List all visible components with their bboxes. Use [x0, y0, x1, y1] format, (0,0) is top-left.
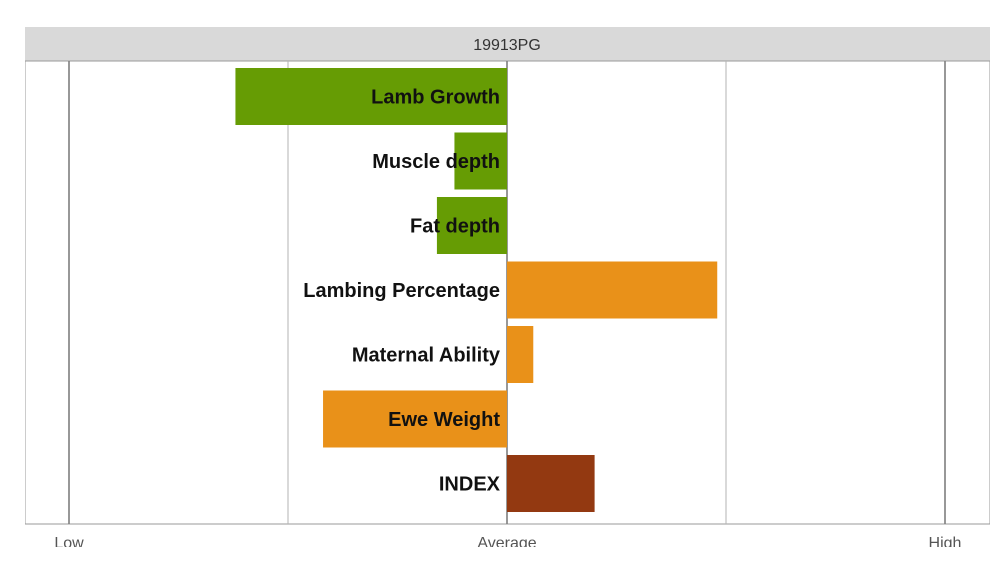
chart-title-strip: [25, 27, 990, 61]
x-tick-label-average: Average: [477, 535, 536, 547]
bar-muscle-depth: [454, 132, 507, 190]
bar-label-maternal-ability: Maternal Ability: [352, 345, 501, 367]
bars: [235, 68, 718, 512]
bar-label-lambing-percentage: Lambing Percentage: [303, 280, 500, 302]
bar-maternal-ability: [507, 326, 534, 383]
x-axis-ticks: Low Average High: [54, 535, 961, 547]
bar-chart: 19913PG Lamb Growth Muscle depth Fat depth…: [25, 27, 990, 547]
bar-label-index: INDEX: [439, 474, 501, 496]
chart-title: 19913PG: [473, 37, 541, 54]
bar-ewe-weight: [323, 390, 507, 448]
bar-fat-depth: [436, 197, 507, 254]
x-tick-label-low: Low: [54, 535, 84, 547]
bar-label-muscle-depth: Muscle depth: [372, 151, 500, 173]
bar-labels: Lamb Growth Muscle depth Fat depth Lambing …: [303, 87, 501, 496]
x-tick-label-high: High: [929, 535, 962, 547]
chart-panel: 19913PG Lamb Growth Muscle depth Fat depth…: [25, 27, 990, 547]
bar-index: [507, 455, 595, 512]
bar-label-ewe-weight: Ewe Weight: [388, 409, 500, 431]
bar-label-lamb-growth: Lamb Growth: [371, 87, 500, 109]
bar-lamb-growth: [235, 68, 507, 125]
bar-label-fat-depth: Fat depth: [410, 216, 500, 238]
bar-lambing-percentage: [507, 261, 718, 319]
